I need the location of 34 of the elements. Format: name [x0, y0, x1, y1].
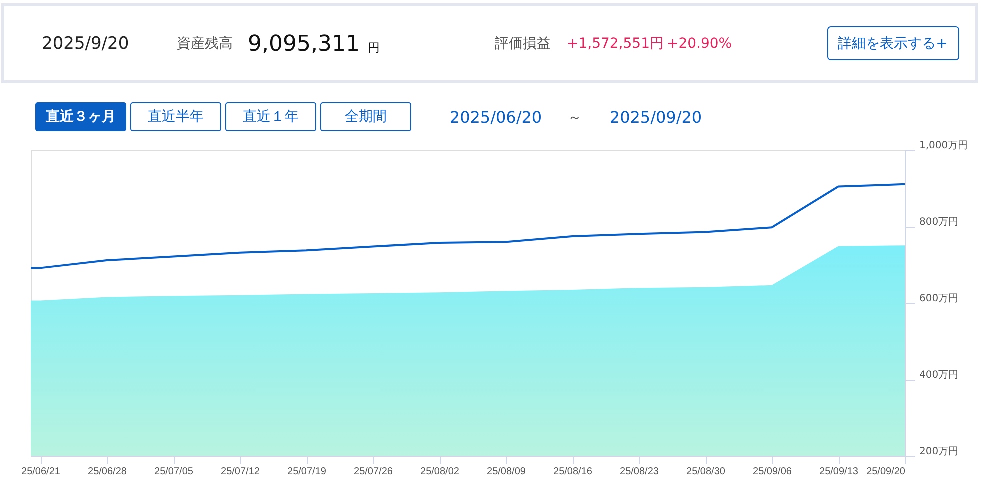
x-tick-label: 25/08/16 — [554, 466, 593, 478]
text: 評価損益 — [495, 36, 551, 52]
x-tick-label: 25/09/06 — [753, 466, 792, 478]
y-tick-label: 600万円 — [920, 294, 959, 304]
x-tick-label: 25/07/19 — [288, 466, 327, 478]
text: 全期間 — [345, 109, 387, 125]
text: 直近１年 — [243, 109, 299, 125]
x-tick-label: 25/07/05 — [154, 466, 194, 478]
x-tick-label: 25/08/02 — [420, 466, 460, 478]
text: ～ — [568, 110, 582, 126]
text: 2025/06/20 — [450, 108, 542, 127]
text: 2025/09/20 — [610, 108, 702, 127]
x-tick-label: 25/06/21 — [22, 466, 61, 478]
text: +1,572,551円 — [567, 36, 664, 52]
y-tick-label: 200万円 — [920, 446, 959, 458]
text: 詳細を表示する+ — [838, 36, 948, 52]
x-tick-label: 25/08/09 — [487, 466, 526, 478]
y-tick-label: 400万円 — [920, 370, 959, 381]
text: 直近３ヶ月 — [45, 108, 116, 125]
text: 2025/9/20 — [42, 34, 130, 54]
x-tick-label: 25/08/30 — [686, 466, 726, 478]
y-tick-label: 800万円 — [920, 217, 959, 228]
x-tick-label: 25/09/20 — [866, 466, 906, 478]
x-tick-label: 25/08/23 — [620, 466, 660, 478]
x-tick-label: 25/06/28 — [88, 466, 128, 478]
text: 円 — [368, 41, 380, 55]
x-tick-label: 25/09/13 — [820, 466, 859, 478]
text: 資産残高 — [177, 36, 233, 52]
x-tick-label: 25/07/12 — [221, 466, 260, 478]
x-tick-label: 25/07/26 — [354, 466, 394, 478]
y-tick-label: 1,000万円 — [920, 140, 968, 152]
text: 直近半年 — [148, 109, 204, 125]
text: 9,095,311 — [248, 32, 360, 57]
text: +20.90% — [667, 36, 732, 52]
